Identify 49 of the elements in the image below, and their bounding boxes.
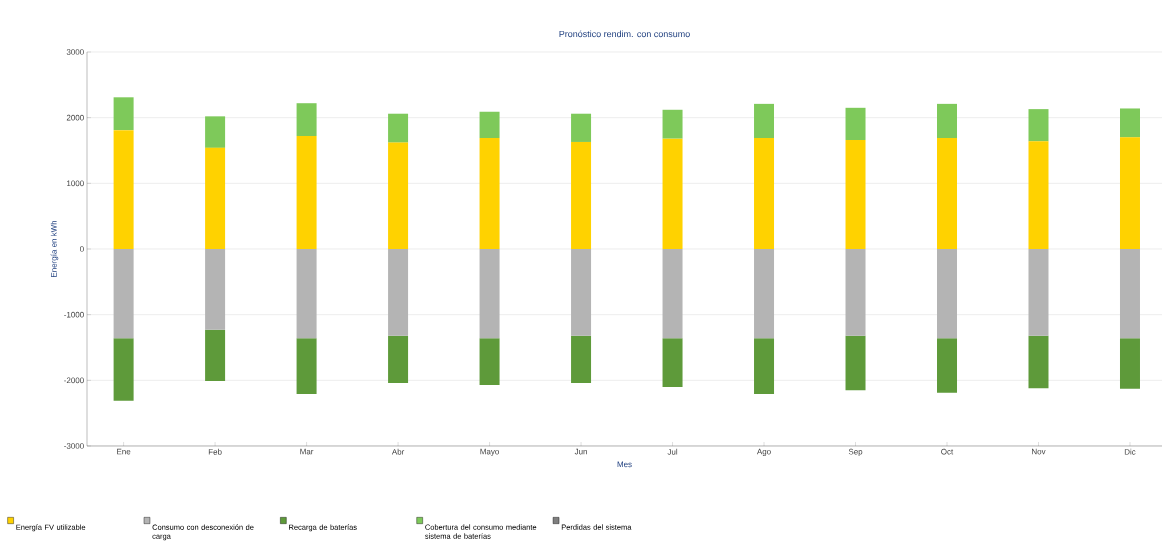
bar: [1119, 248, 1140, 339]
bar: [571, 113, 592, 142]
bar: [479, 111, 500, 139]
bar: [388, 335, 409, 383]
chart-title: Pronóstico rendim. con consumo: [559, 30, 690, 38]
bar: [754, 103, 775, 139]
bar: [571, 141, 592, 249]
bar: [113, 130, 134, 249]
bar: [1119, 137, 1140, 249]
bar: [845, 248, 866, 336]
bar: [754, 138, 775, 249]
bar: [937, 138, 958, 249]
bar: [296, 338, 317, 395]
bar: [662, 109, 683, 139]
bar: [296, 136, 317, 249]
bar: [113, 338, 134, 401]
bar: [479, 338, 500, 385]
bar: [937, 338, 958, 393]
bar: [845, 107, 866, 140]
bar: [937, 248, 958, 339]
bar: [1119, 338, 1140, 389]
bar: [662, 248, 683, 339]
bar: [113, 97, 134, 131]
bar: [205, 147, 226, 249]
bar: [388, 113, 409, 143]
bar: [662, 338, 683, 387]
bar: [1028, 335, 1049, 389]
bar: [205, 116, 226, 148]
bar: [479, 248, 500, 339]
bar: [388, 142, 409, 249]
bar: [754, 248, 775, 339]
bar: [1028, 248, 1049, 336]
bar: [754, 338, 775, 395]
bar: [1028, 141, 1049, 249]
bar: [571, 335, 592, 383]
bar: [937, 103, 958, 139]
bar: [845, 139, 866, 249]
bar: [388, 248, 409, 336]
bar: [845, 335, 866, 391]
bar: [205, 329, 226, 381]
bar: [205, 248, 226, 330]
bar: [479, 138, 500, 249]
bar: [1119, 108, 1140, 138]
bar: [113, 248, 134, 339]
bar: [296, 248, 317, 339]
bar: [662, 138, 683, 249]
bar: [296, 103, 317, 137]
bar: [571, 248, 592, 336]
bar: [1028, 109, 1049, 142]
